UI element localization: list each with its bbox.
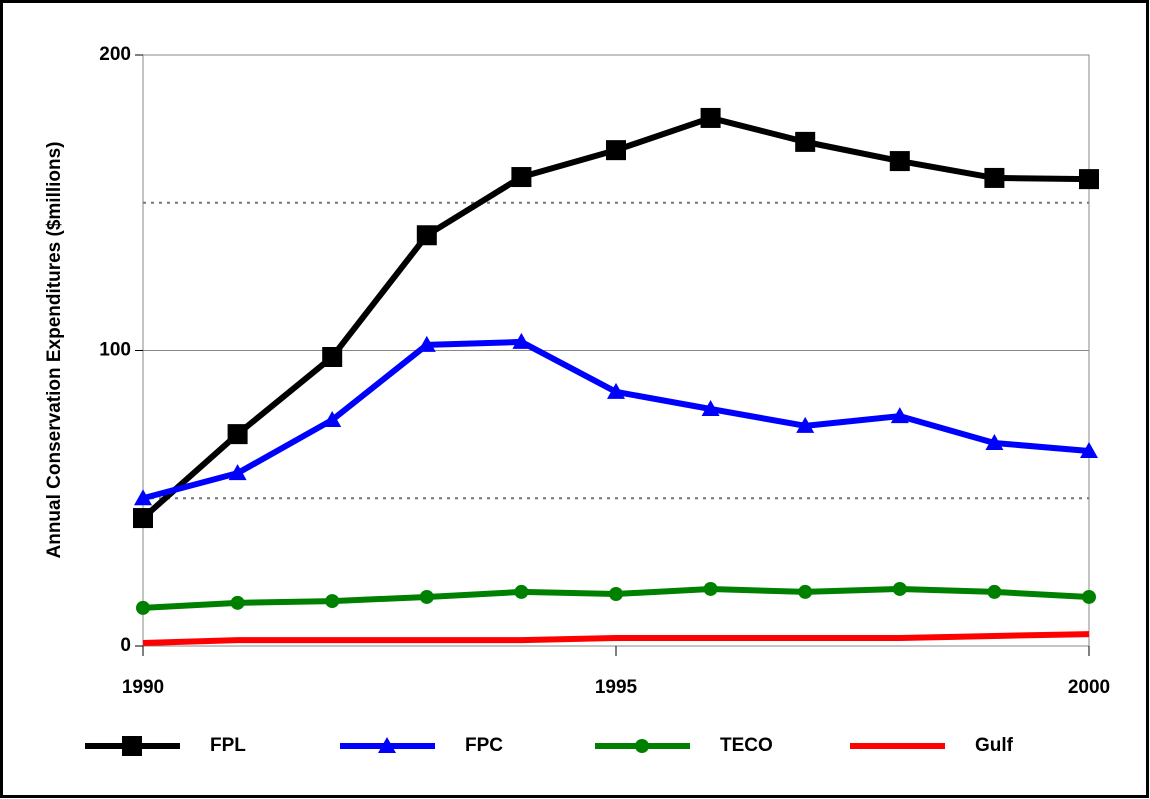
y-tick-label: 0	[120, 635, 131, 656]
marker	[796, 416, 815, 433]
marker	[134, 489, 152, 506]
marker	[416, 225, 437, 246]
marker	[136, 600, 150, 615]
marker	[228, 464, 247, 481]
marker	[325, 594, 340, 609]
legend-marker	[635, 739, 649, 753]
marker	[890, 407, 909, 424]
marker	[795, 131, 816, 152]
x-tick-label: 1990	[122, 677, 164, 698]
marker	[511, 167, 532, 188]
marker	[1079, 169, 1099, 190]
legend-label: TECO	[720, 735, 773, 756]
y-tick-label: 100	[99, 340, 131, 361]
marker	[984, 167, 1005, 188]
marker	[1082, 589, 1096, 604]
marker	[609, 586, 623, 601]
marker	[701, 400, 720, 417]
marker	[230, 595, 245, 610]
y-tick-label: 200	[99, 44, 131, 65]
x-tick-label: 2000	[1068, 677, 1110, 698]
marker	[607, 382, 625, 399]
marker	[133, 508, 153, 529]
marker	[700, 107, 721, 128]
legend-label: Gulf	[975, 735, 1014, 756]
marker	[227, 424, 248, 445]
legend-marker	[122, 736, 142, 756]
marker	[606, 140, 626, 161]
marker	[703, 581, 718, 596]
legend-label: FPC	[465, 735, 503, 756]
marker	[323, 410, 342, 427]
marker	[1080, 441, 1098, 458]
marker	[514, 584, 529, 599]
marker	[322, 347, 343, 368]
marker	[419, 589, 434, 604]
marker	[892, 581, 907, 596]
marker	[889, 151, 910, 172]
marker	[987, 584, 1002, 599]
marker	[985, 433, 1004, 450]
y-axis-label: Annual Conservation Expenditures ($milli…	[44, 141, 65, 558]
legend-marker	[378, 737, 396, 753]
marker	[417, 335, 436, 352]
series-line	[142, 631, 1090, 647]
marker	[798, 584, 813, 599]
legend-label: FPL	[210, 735, 246, 756]
x-tick-label: 1995	[595, 677, 638, 698]
marker	[512, 332, 531, 349]
